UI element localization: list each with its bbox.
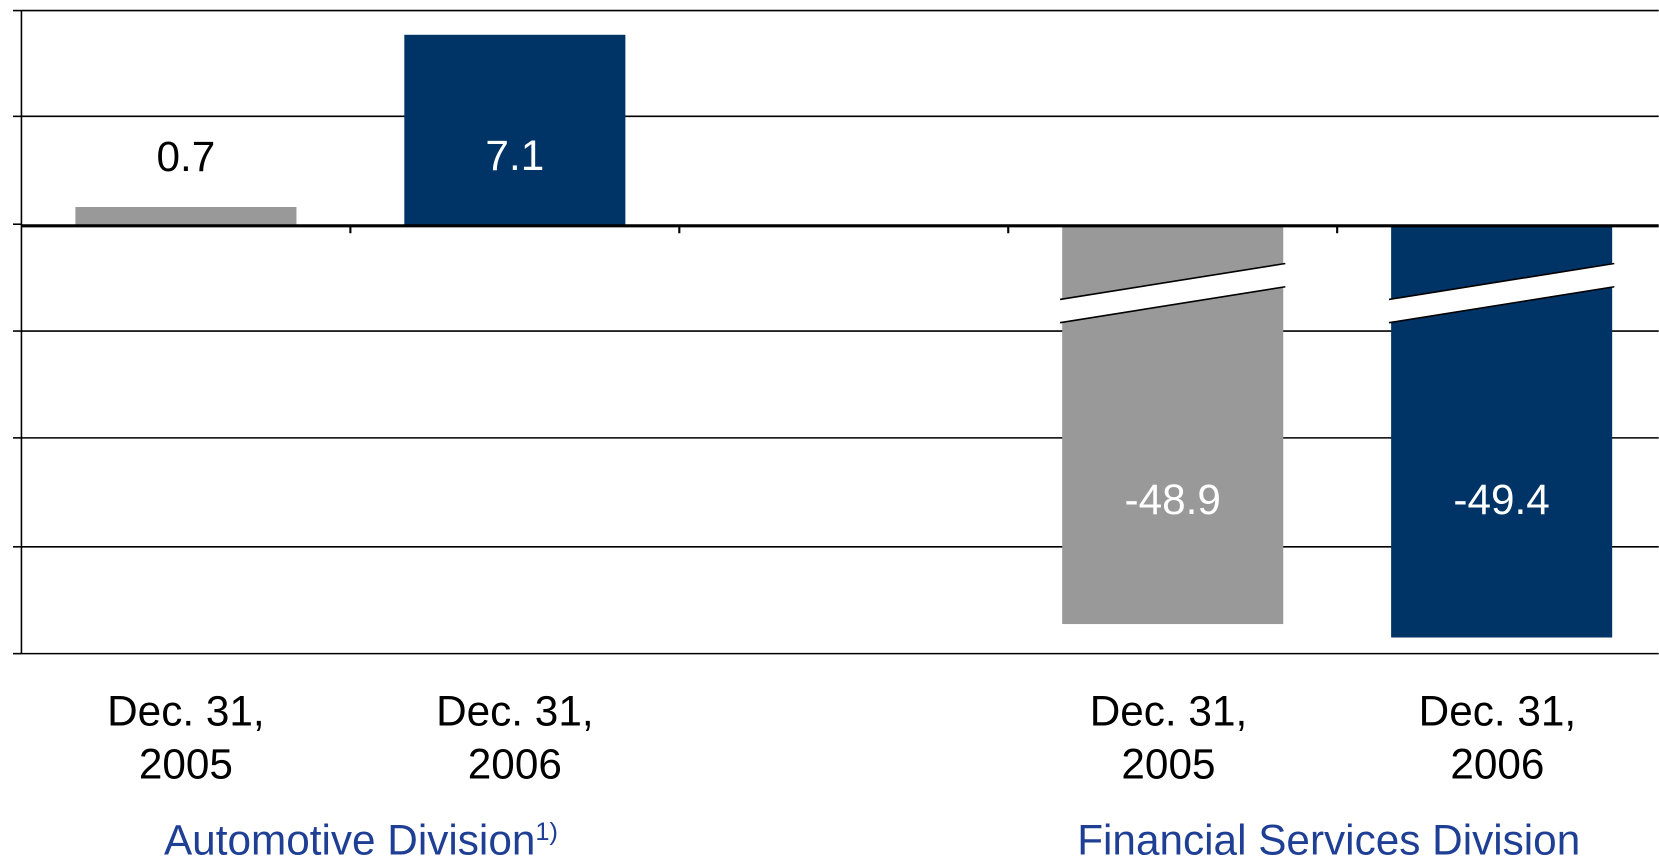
group-label-text: Automotive Division (164, 817, 535, 862)
x-tick-label: Dec. 31, (436, 688, 594, 735)
value-label: -48.9 (1125, 476, 1221, 523)
x-tick-label: Dec. 31, (1090, 688, 1248, 735)
bar (75, 206, 297, 226)
bar (404, 34, 626, 226)
x-tick-label: 2006 (468, 740, 562, 787)
axis-break-edge (1059, 285, 1286, 324)
value-label: 0.7 (157, 133, 216, 180)
group-label: Automotive Division1) (164, 817, 558, 862)
overlay: 0.7 Dec. 31, 2005 7.1 Dec. 31, 2006 -48.9 Dec. … (21, 132, 1659, 862)
group-label: Financial Services Division (1077, 817, 1580, 862)
x-tick-label: 2005 (139, 740, 233, 787)
grid (12, 9, 1659, 655)
x-tick-label: 2006 (1450, 740, 1544, 787)
x-tick-label: Dec. 31, (107, 688, 265, 735)
value-label: 7.1 (485, 132, 544, 179)
axis-break-edge (1059, 262, 1286, 301)
axis-break-edge (1388, 262, 1615, 301)
group-label-text: Financial Services Division (1077, 817, 1580, 862)
axis-break (1389, 263, 1615, 323)
x-tick-label: 2005 (1121, 740, 1215, 787)
x-tick-label: Dec. 31, (1419, 688, 1577, 735)
value-label: -49.4 (1453, 476, 1549, 523)
axis-break (1060, 263, 1286, 323)
axis-break-edge (1388, 285, 1615, 324)
footnote-mark: 1) (535, 818, 558, 846)
